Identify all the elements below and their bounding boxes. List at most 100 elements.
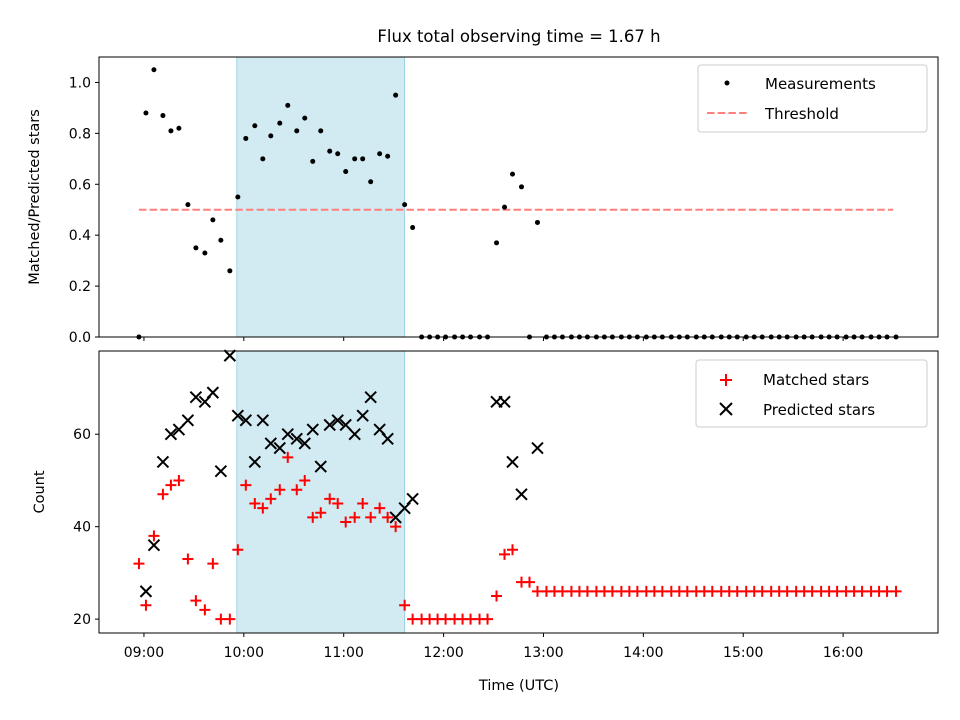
matched-stars-point: [257, 502, 269, 514]
measurement-point: [343, 169, 349, 175]
top-y-tick-label: 1.0: [69, 75, 91, 91]
matched-stars-point: [324, 493, 336, 505]
matched-stars-point: [173, 474, 185, 486]
top-x-axis-ticks: [143, 337, 844, 341]
predicted-stars-point: [156, 455, 170, 469]
legend-matched-label: Matched stars: [763, 371, 869, 389]
measurement-point: [318, 128, 324, 134]
matched-stars-point: [332, 498, 344, 510]
bottom-y-tick-label: 20: [73, 612, 91, 628]
top-y-axis-label: Matched/Predicted stars: [27, 109, 43, 285]
measurement-point: [202, 250, 208, 256]
predicted-stars-point: [181, 414, 195, 427]
measurement-point: [402, 202, 408, 208]
matched-stars-point: [491, 590, 503, 602]
top-highlight-span: [236, 56, 406, 338]
top-y-tick-label: 0.6: [69, 177, 91, 193]
predicted-stars-point: [381, 432, 394, 446]
measurement-point: [235, 194, 241, 200]
matched-stars-point: [232, 544, 244, 556]
measurement-point: [260, 156, 266, 162]
matched-stars-point: [315, 507, 327, 519]
matched-stars-point: [357, 498, 369, 510]
measurement-point: [185, 202, 191, 208]
matched-stars-point: [133, 558, 145, 570]
predicted-stars-point: [239, 414, 253, 427]
top-plot-frame: [98, 56, 939, 338]
predicted-stars-point: [298, 437, 311, 450]
bottom-y-tick-label: 40: [73, 520, 91, 536]
predicted-stars-point: [231, 409, 245, 422]
matched-stars-point: [340, 516, 352, 528]
measurement-point: [385, 153, 391, 159]
matched-stars-point: [507, 544, 519, 556]
x-axis-label: Time (UTC): [478, 678, 559, 694]
predicted-stars-point: [248, 455, 262, 469]
matched-stars-point: [157, 488, 169, 500]
bottom-panel: 20 40 60 09:00 10:00 11:00 12:00 13:00 14:00 15:…: [32, 349, 939, 694]
legend-predicted-marker: [719, 402, 733, 416]
bottom-y-tick-label: 60: [73, 427, 91, 443]
measurement-point: [327, 148, 333, 154]
measurement-point: [218, 237, 224, 243]
matched-stars-point: [291, 484, 303, 496]
predicted-stars-point: [515, 488, 528, 501]
top-panel: 0.0 0.2 0.4 0.6 0.8 1.0 Matched/Predicted sta…: [27, 56, 939, 346]
measurement-point: [227, 268, 233, 274]
matched-stars-point: [165, 479, 177, 491]
measurement-point: [294, 128, 300, 134]
measurement-point: [193, 245, 199, 251]
matched-stars-points: [133, 451, 902, 625]
matched-stars-point: [399, 599, 411, 611]
matched-stars-point: [249, 498, 261, 510]
measurement-point: [510, 171, 516, 177]
predicted-stars-point: [506, 455, 519, 469]
measurement-point: [143, 110, 149, 116]
matched-stars-point: [148, 530, 160, 542]
predicted-stars-point: [206, 386, 220, 399]
matched-stars-point: [890, 585, 902, 597]
measurement-point: [243, 135, 249, 141]
measurement-point: [302, 115, 308, 121]
matched-stars-point: [207, 558, 219, 570]
matched-stars-point: [224, 613, 236, 625]
measurement-point: [160, 113, 166, 119]
matched-stars-point: [240, 479, 252, 491]
bottom-y-axis-label: Count: [32, 470, 48, 513]
measurement-point: [368, 179, 374, 185]
measurement-point: [502, 204, 508, 210]
measurement-point: [360, 156, 366, 162]
figure-title: Flux total observing time = 1.67 h: [377, 27, 660, 46]
top-y-tick-label: 0.8: [69, 126, 91, 142]
x-tick-label: 11:00: [324, 645, 364, 661]
top-legend: Measurements Threshold: [697, 64, 928, 133]
matched-stars-point: [390, 521, 402, 533]
x-tick-label: 10:00: [224, 645, 264, 661]
matched-stars-point: [349, 511, 361, 523]
predicted-stars-point: [531, 441, 544, 455]
predicted-stars-point: [364, 391, 377, 404]
predicted-stars-point: [256, 414, 270, 427]
predicted-stars-point: [306, 423, 319, 436]
bottom-legend-box: [695, 359, 928, 428]
matched-stars-point: [190, 595, 202, 607]
predicted-stars-point: [214, 464, 228, 478]
bottom-highlight-span: [236, 350, 406, 634]
measurement-point: [377, 151, 383, 157]
matched-stars-point: [265, 493, 277, 505]
predicted-stars-point: [290, 432, 303, 446]
measurement-point: [410, 225, 416, 231]
predicted-stars-point: [223, 349, 237, 362]
predicted-stars-point: [406, 492, 419, 506]
x-tick-label: 12:00: [423, 645, 463, 661]
predicted-stars-point: [139, 585, 153, 598]
top-y-tick-label: 0.4: [69, 228, 91, 244]
measurement-point: [210, 217, 216, 223]
measurement-point: [151, 67, 157, 73]
x-tick-label: 13:00: [523, 645, 563, 661]
top-y-tick-label: 0.2: [69, 279, 91, 295]
matched-stars-point: [307, 511, 319, 523]
matched-stars-point: [523, 576, 535, 588]
predicted-stars-point: [273, 441, 286, 455]
matched-stars-point: [274, 484, 286, 496]
